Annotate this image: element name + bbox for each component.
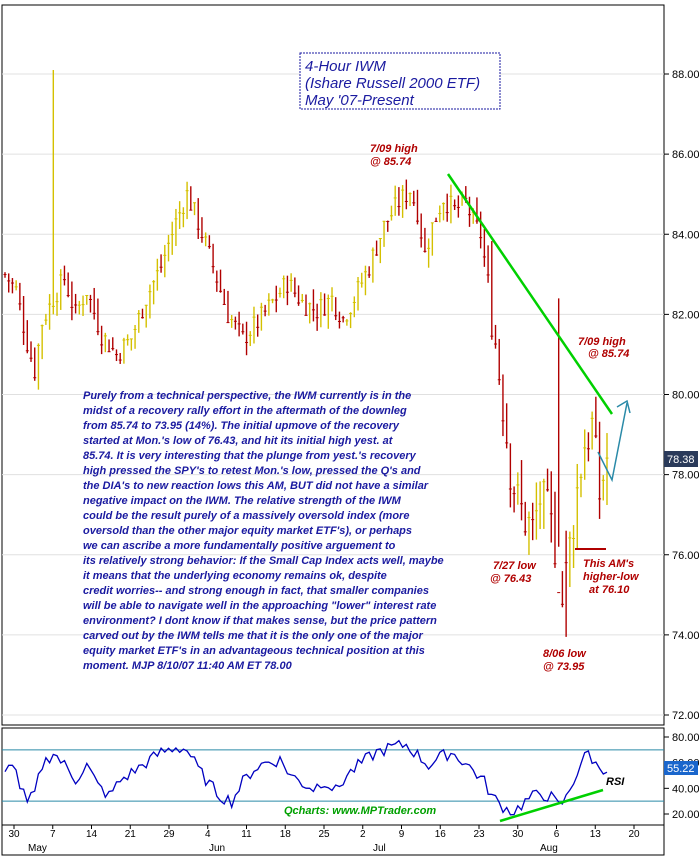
- commentary-line: will be able to navigate well in the app…: [83, 600, 436, 612]
- rsi-tick-label: 80.00: [672, 732, 699, 744]
- time-tick-labels: 30 7 14 21 29 4 11 18 25 2 9 16 23 30 6 13 20: [8, 825, 640, 840]
- price-axis: 72.00 74.00 76.00 78.00 80.00 82.00 84.00 86.00…: [664, 69, 699, 722]
- time-tick-label: 9: [399, 829, 405, 840]
- last-price-label: 78.38: [667, 454, 695, 466]
- price-tick-label: 72.00: [672, 710, 699, 722]
- commentary-line: oversold than the other major equity mar…: [83, 525, 412, 537]
- time-axis: [1, 824, 665, 856]
- time-tick-label: 6: [554, 829, 560, 840]
- annotation-higher-low-line3: at 76.10: [589, 584, 630, 596]
- annotation-july27-low-line1: 7/27 low: [493, 560, 537, 572]
- month-labels: May Jun Jul Aug: [28, 843, 558, 854]
- commentary-line: could be the result purely of a massivel…: [83, 510, 409, 522]
- title-line-1: 4-Hour IWM: [305, 58, 386, 75]
- rsi-tick-label: 40.00: [672, 783, 699, 795]
- commentary-text: Purely from a technical perspective, the…: [83, 390, 444, 672]
- time-tick-label: 23: [473, 829, 485, 840]
- title-line-2: (Ishare Russell 2000 ETF): [305, 75, 480, 92]
- month-label: Aug: [540, 843, 558, 854]
- rsi-tick-label: 20.00: [672, 809, 699, 821]
- commentary-line: from 85.74 to 73.95 (14%). The initial u…: [83, 420, 400, 432]
- time-tick-label: 16: [435, 829, 447, 840]
- rsi-gridlines: [2, 749, 664, 802]
- commentary-line: negative impact on the IWM. The relative…: [83, 495, 402, 507]
- annotation-july9-high-top-line2: @ 85.74: [370, 156, 411, 168]
- time-tick-label: 13: [590, 829, 602, 840]
- rsi-last-label: 55.22: [667, 763, 695, 775]
- commentary-line: credit worries-- and strong enough in fa…: [83, 585, 429, 597]
- annotation-higher-low-line1: This AM's: [583, 558, 634, 570]
- price-tick-label: 84.00: [672, 229, 699, 241]
- commentary-line: it means that the underlying economy rem…: [83, 570, 387, 582]
- month-label: Jun: [209, 843, 225, 854]
- time-tick-label: 7: [50, 829, 56, 840]
- commentary-line: 85.74. It is very interesting that the p…: [83, 450, 417, 462]
- annotation-aug6-low-line2: @ 73.95: [543, 661, 585, 673]
- price-tick-label: 82.00: [672, 309, 699, 321]
- price-tick-label: 80.00: [672, 390, 699, 402]
- price-tick-label: 74.00: [672, 630, 699, 642]
- annotation-july27-low-line2: @ 76.43: [490, 573, 531, 585]
- commentary-line: Purely from a technical perspective, the…: [83, 390, 411, 402]
- forecast-arrow: [597, 399, 631, 483]
- commentary-line: midst of a recovery rally effort in the …: [83, 405, 407, 417]
- commentary-line: environment? I dont know if that makes s…: [83, 615, 437, 627]
- time-tick-label: 4: [205, 829, 211, 840]
- month-label: May: [28, 843, 47, 854]
- price-bars: [3, 69, 609, 637]
- time-tick-label: 21: [125, 829, 137, 840]
- time-tick-label: 30: [8, 829, 20, 840]
- time-tick-label: 25: [318, 829, 330, 840]
- commentary-line: moment. MJP 8/10/07 11:40 AM ET 78.00: [83, 660, 293, 672]
- title-line-3: May '07-Present: [305, 92, 415, 109]
- downtrend-line: [446, 173, 614, 415]
- commentary-line: equity market ETF's in an advantageous t…: [83, 645, 425, 657]
- commentary-line: the DIA's to new reaction lows this AM, …: [83, 480, 429, 492]
- time-tick-label: 18: [280, 829, 292, 840]
- time-tick-label: 30: [512, 829, 524, 840]
- commentary-line: started at Mon.'s low of 76.43, and hit …: [83, 435, 394, 447]
- annotation-july9-high-right-line2: @ 85.74: [588, 348, 629, 360]
- price-tick-label: 78.00: [672, 470, 699, 482]
- time-tick-label: 29: [163, 829, 175, 840]
- annotation-july9-high-top-line1: 7/09 high: [370, 143, 418, 155]
- time-tick-label: 11: [241, 829, 252, 840]
- title-box: 4-Hour IWM (Ishare Russell 2000 ETF) May…: [299, 52, 501, 110]
- price-tick-label: 76.00: [672, 550, 699, 562]
- commentary-line: high pressed the SPY's to retest Mon.'s …: [83, 465, 421, 477]
- commentary-line: we can ascribe a more fundamentally posi…: [83, 540, 396, 552]
- month-label: Jul: [373, 843, 386, 854]
- commentary-line: carved out by the IWM tells me that it i…: [83, 630, 424, 642]
- time-tick-label: 20: [628, 829, 640, 840]
- commentary-line: its relatively strong behavior: If the S…: [83, 555, 444, 567]
- time-tick-label: 14: [86, 829, 98, 840]
- watermark: Qcharts: www.MPTrader.com: [284, 805, 436, 817]
- price-tick-label: 88.00: [672, 69, 699, 81]
- rsi-panel: [1, 727, 665, 826]
- rsi-label: RSI: [606, 776, 625, 788]
- annotation-higher-low-line2: higher-low: [583, 571, 640, 583]
- price-panel: [1, 4, 665, 726]
- last-price-tag: 78.38: [664, 451, 698, 467]
- annotation-aug6-low-line1: 8/06 low: [543, 648, 587, 660]
- price-tick-label: 86.00: [672, 149, 699, 161]
- rsi-line: [4, 739, 608, 816]
- time-tick-label: 2: [360, 829, 366, 840]
- annotations: 7/09 high @ 85.74 7/09 high @ 85.74 7/27…: [370, 143, 640, 673]
- rsi-trendline: [499, 788, 604, 823]
- annotation-july9-high-right-line1: 7/09 high: [578, 336, 626, 348]
- rsi-last-tag: 55.22: [664, 761, 698, 775]
